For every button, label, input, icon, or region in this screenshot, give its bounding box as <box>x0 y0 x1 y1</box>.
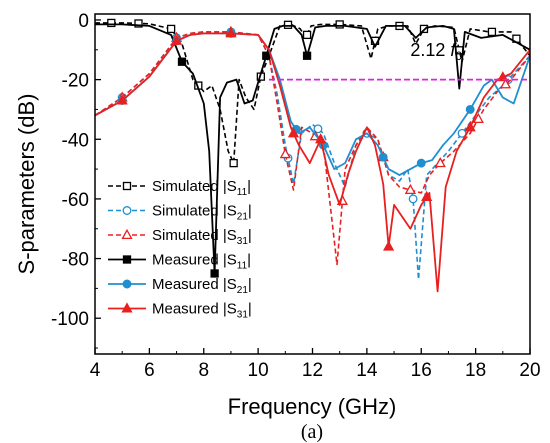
x-tick-label-3: 10 <box>248 360 269 381</box>
x-axis-title: Frequency (GHz) <box>228 394 397 419</box>
y-tick-label-2: -40 <box>62 130 89 151</box>
legend-label-5: Measured |S21| <box>152 276 252 296</box>
figure-caption: (a) <box>301 421 323 443</box>
x-tick-label-6: 16 <box>411 360 432 381</box>
series-6-point-1 <box>116 94 128 105</box>
series-6-point-8 <box>464 121 476 132</box>
series-6-point-7 <box>421 190 433 201</box>
series-4-point-1 <box>177 57 187 66</box>
series-1-line <box>95 22 530 164</box>
x-tick-label-8: 20 <box>519 360 540 381</box>
legend-item-2: Simulated |S21| <box>108 203 252 223</box>
series-6-point-4 <box>287 127 300 138</box>
series-6-line <box>95 32 530 293</box>
series-2-line <box>95 31 530 281</box>
legend: Simulated |S11| Simulated |S21| Simulated … <box>108 178 252 321</box>
series-5-point-8 <box>465 104 475 114</box>
series-3-line <box>95 31 530 266</box>
x-tick-label-5: 14 <box>356 360 378 381</box>
legend-label-4: Measured |S11| <box>152 252 251 272</box>
series-6-point-2 <box>170 34 183 45</box>
series-4-point-4 <box>302 51 312 60</box>
series-1-point-1 <box>107 18 116 28</box>
annotation-layer: 2.12 f0 <box>269 40 530 81</box>
series-4 <box>95 23 530 278</box>
series-6-point-6 <box>383 240 395 251</box>
series-2-point-5 <box>313 124 323 134</box>
series-3-point-9 <box>434 156 446 168</box>
legend-swatch-marker-4 <box>122 255 132 264</box>
series-6-point-9 <box>497 71 509 82</box>
legend-label-6: Measured |S31| <box>152 301 252 321</box>
series-5-point-7 <box>416 158 426 168</box>
series-6-point-3 <box>225 27 237 38</box>
legend-item-6: Measured |S31| <box>108 301 252 321</box>
series-3-point-8 <box>404 183 416 195</box>
series-1-point-14 <box>487 27 497 37</box>
series-1-point-8 <box>302 30 312 40</box>
legend-swatch-marker-1 <box>122 181 132 191</box>
series-2-point-7 <box>408 194 418 204</box>
legend-label-1: Simulated |S11| <box>152 178 251 198</box>
legend-swatch-marker-3 <box>121 228 133 240</box>
series-1-point-5 <box>229 158 238 168</box>
legend-item-3: Simulated |S31| <box>108 227 252 247</box>
y-tick-label-3: -60 <box>62 190 89 211</box>
y-tick-label-0: 0 <box>78 11 89 32</box>
series-1-point-3 <box>166 24 176 34</box>
x-tick-label-4: 12 <box>302 360 323 381</box>
series-5-point-6 <box>378 152 388 162</box>
series-6 <box>95 27 530 293</box>
annotation-label: 2.12 f0 <box>410 40 462 63</box>
y-tick-label-4: -80 <box>62 250 89 271</box>
series-3-point-10 <box>472 112 484 124</box>
legend-item-4: Measured |S11| <box>108 252 251 272</box>
y-tick-label-1: -20 <box>62 71 89 92</box>
series-4-point-3 <box>262 51 271 60</box>
series-1-point-7 <box>283 20 293 29</box>
series-3-point-4 <box>279 148 291 159</box>
series-3-point-11 <box>499 78 512 89</box>
legend-swatch-marker-2 <box>122 206 132 215</box>
x-tick-label-2: 8 <box>198 360 209 381</box>
tick-layer: 4 6 8 10 12 14 16 18 20 0 -20 -40 -60 -80 -100 <box>51 11 541 381</box>
series-5-line <box>95 32 530 177</box>
x-tick-label-7: 18 <box>465 360 486 381</box>
legend-swatch-marker-6 <box>121 302 133 313</box>
series-layer <box>95 18 530 293</box>
series-1-point-9 <box>335 20 344 29</box>
legend-label-2: Simulated |S21| <box>152 203 252 223</box>
legend-swatch-marker-5 <box>122 279 132 289</box>
legend-label-3: Simulated |S31| <box>152 227 252 247</box>
legend-item-1: Simulated |S11| <box>108 178 251 198</box>
series-1-point-2 <box>134 19 143 28</box>
legend-item-5: Measured |S21| <box>108 276 252 296</box>
y-tick-label-5: -100 <box>51 309 89 330</box>
series-6-point-5 <box>315 133 327 144</box>
x-tick-label-1: 6 <box>144 360 155 381</box>
x-tick-label-0: 4 <box>90 360 101 381</box>
series-4-line <box>95 23 530 275</box>
y-axis-title: S-parameters (dB) <box>14 94 39 275</box>
series-4-point-2 <box>210 269 219 278</box>
